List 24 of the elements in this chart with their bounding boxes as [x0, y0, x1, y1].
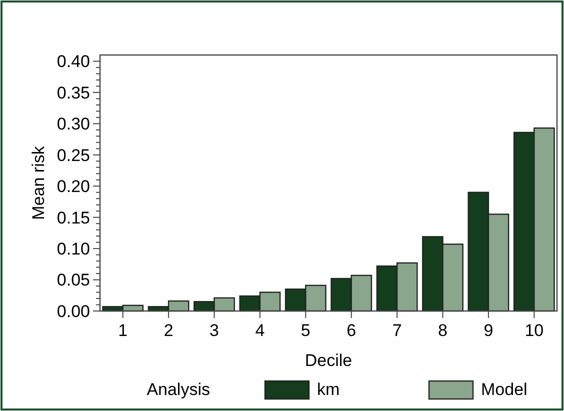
x-tick-label: 2 — [164, 321, 174, 340]
x-tick-label: 6 — [346, 321, 356, 340]
y-tick-label: 0.10 — [56, 240, 90, 259]
x-tick-label: 10 — [524, 321, 544, 340]
y-tick-label: 0.25 — [56, 146, 90, 165]
x-tick-label: 7 — [392, 321, 402, 340]
legend-label: km — [317, 380, 340, 399]
x-tick-label: 8 — [438, 321, 448, 340]
x-tick-label: 1 — [118, 321, 128, 340]
y-tick-label: 0.15 — [56, 208, 90, 228]
x-tick-label: 4 — [255, 321, 265, 340]
x-axis-title: Decile — [304, 351, 352, 370]
legend-label: Model — [481, 380, 528, 399]
y-tick-label: 0.20 — [56, 177, 90, 196]
y-tick-label: 0.30 — [56, 114, 90, 134]
y-axis-title: Mean risk — [29, 146, 48, 220]
legend-title: Analysis — [146, 380, 210, 399]
x-tick-label: 3 — [210, 321, 219, 340]
x-tick-label: 5 — [300, 321, 310, 340]
y-tick-label: 0.40 — [56, 52, 90, 72]
y-tick-label: 0.05 — [56, 270, 90, 290]
x-tick-label: 9 — [484, 321, 494, 340]
y-tick-label: 0.35 — [56, 83, 90, 102]
y-tick-label: 0.00 — [56, 302, 90, 321]
